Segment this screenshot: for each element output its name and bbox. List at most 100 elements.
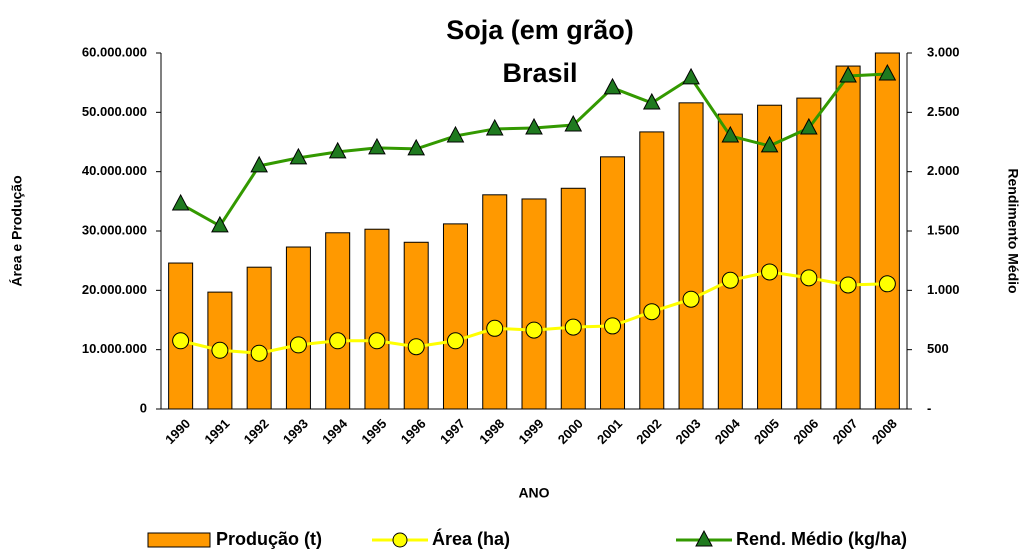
bar	[442, 223, 468, 410]
bar	[835, 65, 861, 410]
legend-marker	[392, 532, 408, 548]
marker	[800, 269, 818, 287]
y2-tick-label: 1.000	[927, 282, 960, 297]
marker	[682, 290, 700, 308]
y-tick-label: 50.000.000	[82, 104, 147, 119]
bar	[639, 131, 665, 410]
x-axis-title: ANO	[518, 485, 549, 501]
marker	[839, 276, 857, 294]
y2-tick-label: -	[927, 400, 931, 415]
marker	[564, 114, 583, 132]
bar	[364, 228, 390, 410]
marker	[368, 332, 386, 350]
marker	[250, 155, 268, 173]
bar	[678, 102, 704, 410]
legend-label: Rend. Médio (kg/ha)	[736, 529, 907, 549]
marker	[171, 193, 190, 211]
marker	[211, 215, 229, 233]
legend-swatch	[147, 532, 211, 548]
bar	[757, 104, 783, 410]
bar	[325, 232, 351, 410]
y2-tick-label: 2.500	[927, 104, 960, 119]
x-tick-label: 1996	[398, 416, 429, 447]
legend-label: Produção (t)	[216, 529, 322, 549]
y-tick-label: 10.000.000	[82, 341, 147, 356]
x-tick-label: 2003	[673, 416, 704, 447]
bar	[717, 113, 743, 410]
marker	[485, 118, 504, 136]
marker	[839, 65, 857, 83]
x-tick-label: 1999	[515, 416, 546, 447]
x-tick-label: 1990	[162, 416, 193, 447]
y2-tick-label: 3.000	[927, 44, 960, 59]
x-tick-label: 2001	[594, 416, 625, 447]
marker	[172, 332, 190, 350]
x-tick-label: 2004	[712, 415, 744, 447]
y2-axis-title: Rendimento Médio	[1005, 168, 1021, 293]
marker	[289, 336, 307, 354]
x-tick-label: 1998	[476, 416, 507, 447]
x-tick-label: 2006	[790, 416, 821, 447]
marker	[878, 63, 897, 81]
marker	[682, 67, 700, 85]
chart-title: Soja (em grão)	[446, 15, 634, 45]
marker	[603, 77, 622, 95]
bar	[482, 194, 508, 410]
marker	[368, 137, 386, 155]
x-tick-label: 2000	[555, 416, 586, 447]
x-tick-label: 1991	[201, 416, 232, 447]
x-tick-label: 2008	[869, 416, 900, 447]
marker	[446, 332, 464, 350]
y2-tick-label: 1.500	[927, 222, 960, 237]
marker	[250, 344, 268, 362]
y2-tick-label: 500	[927, 341, 949, 356]
bar	[874, 52, 900, 410]
marker	[486, 319, 504, 337]
bar	[403, 241, 429, 410]
marker	[642, 92, 661, 110]
chart-subtitle: Brasil	[502, 58, 577, 88]
bar	[285, 246, 311, 410]
marker	[643, 303, 661, 321]
bar	[560, 187, 586, 410]
marker	[328, 141, 347, 159]
marker	[407, 338, 425, 356]
y-tick-label: 60.000.000	[82, 44, 147, 59]
marker	[564, 318, 582, 336]
x-tick-label: 1995	[358, 416, 389, 447]
marker	[407, 138, 426, 156]
marker	[211, 341, 229, 359]
marker	[878, 275, 896, 293]
y-tick-label: 0	[140, 400, 147, 415]
bar	[600, 156, 626, 410]
marker	[721, 125, 740, 143]
x-tick-label: 2007	[830, 416, 861, 447]
bar	[521, 198, 547, 410]
y2-tick-label: 2.000	[927, 163, 960, 178]
x-tick-label: 1993	[280, 416, 311, 447]
legend-label: Área (ha)	[432, 528, 510, 549]
y-tick-label: 40.000.000	[82, 163, 147, 178]
marker	[446, 125, 465, 143]
marker	[760, 135, 779, 153]
marker	[604, 317, 622, 335]
x-tick-label: 2005	[751, 416, 782, 447]
marker	[329, 332, 347, 350]
x-tick-label: 2002	[633, 416, 664, 447]
marker	[800, 117, 818, 135]
marker	[761, 263, 779, 281]
marker	[525, 117, 543, 135]
bar	[796, 97, 822, 410]
y-axis-title: Área e Produção	[9, 175, 25, 286]
y-tick-label: 30.000.000	[82, 222, 147, 237]
marker	[289, 147, 308, 165]
marker	[525, 321, 543, 339]
x-tick-label: 1994	[319, 415, 351, 447]
y-tick-label: 20.000.000	[82, 282, 147, 297]
x-tick-label: 1992	[241, 416, 272, 447]
legend-marker	[695, 529, 713, 547]
bar	[246, 266, 272, 410]
marker	[721, 271, 739, 289]
x-tick-label: 1997	[437, 416, 468, 447]
